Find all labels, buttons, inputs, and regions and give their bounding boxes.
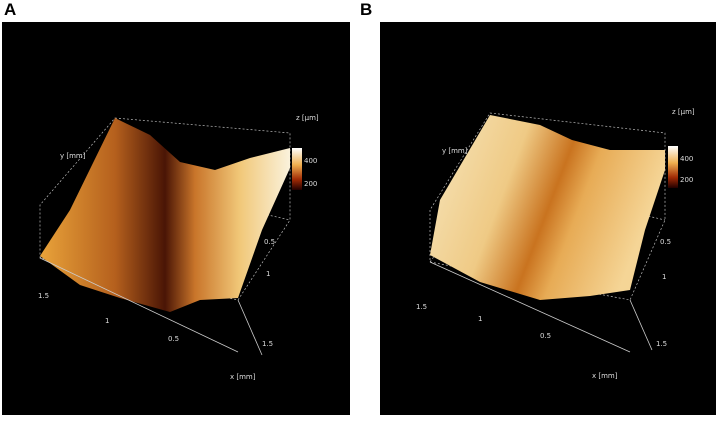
tick-label: 1: [105, 317, 109, 325]
surface: [40, 118, 290, 312]
axis-label: y [mm]: [442, 147, 468, 155]
tick-label: 1.5: [38, 292, 49, 300]
tick-label: 400: [304, 157, 317, 165]
tick-label: 1: [662, 273, 666, 281]
tick-label: 1: [266, 270, 270, 278]
tick-label: 0.5: [264, 238, 275, 246]
axis-label: z [µm]: [672, 108, 695, 116]
axis-label: x [mm]: [230, 373, 256, 381]
axis-label: x [mm]: [592, 372, 618, 380]
tick-label: 0.5: [540, 332, 551, 340]
panel-label: A: [4, 0, 16, 19]
colorbar: [668, 146, 678, 188]
tick-label: 1: [478, 315, 482, 323]
axis-label: z [µm]: [296, 114, 319, 122]
tick-label: 1.5: [262, 340, 273, 348]
tick-label: 1.5: [656, 340, 667, 348]
panel-label: B: [360, 0, 372, 19]
tick-label: 0.5: [660, 238, 671, 246]
tick-label: 0.5: [168, 335, 179, 343]
surface: [430, 115, 665, 300]
tick-label: 1.5: [416, 303, 427, 311]
axis-label: y [mm]: [60, 152, 86, 160]
tick-label: 200: [304, 180, 317, 188]
axis-lines: [39, 257, 653, 356]
tick-label: 400: [680, 155, 693, 163]
tick-label: 200: [680, 176, 693, 184]
colorbar: [292, 148, 302, 190]
